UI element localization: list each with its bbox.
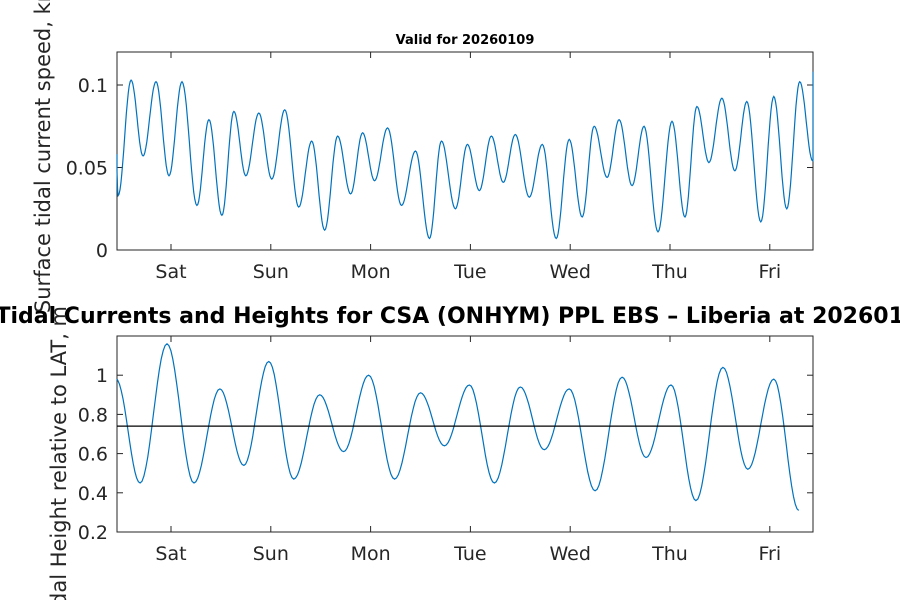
x-tick-label: Wed xyxy=(549,543,590,565)
current-speed-y-label: Surface tidal current speed, kn xyxy=(31,0,55,313)
x-tick-label: Sun xyxy=(253,543,289,565)
current-speed-series xyxy=(116,71,814,240)
tidal-height-x-ticks: Sat Sun Mon Tue Wed Thu Fri xyxy=(155,336,781,565)
x-tick-label: Tue xyxy=(453,543,486,565)
y-tick-label: 0.8 xyxy=(78,404,108,426)
tidal-height-series xyxy=(116,342,800,511)
y-tick-label: 0.4 xyxy=(78,483,108,505)
y-tick-label: 0.6 xyxy=(78,444,108,466)
y-tick-label: 0.2 xyxy=(78,522,108,544)
tidal-height-y-label: Tidal Height relative to LAT, m xyxy=(47,306,71,600)
tidal-height-panel: Tidal Currents and Heights for CSA (ONHY… xyxy=(0,304,900,600)
x-tick-label: Fri xyxy=(758,261,781,283)
x-tick-label: Thu xyxy=(651,543,688,565)
tidal-height-y-ticks: 0.2 0.4 0.6 0.8 1 xyxy=(78,365,813,544)
current-speed-x-ticks: Sat Sun Mon Tue Wed Thu Fri xyxy=(155,52,781,283)
x-tick-label: Sat xyxy=(155,261,186,283)
x-tick-label: Mon xyxy=(351,543,391,565)
x-tick-label: Tue xyxy=(453,261,486,283)
tidal-height-axes xyxy=(116,335,814,533)
x-tick-label: Thu xyxy=(651,261,688,283)
current-speed-panel: Valid for 20260109 0 0.05 0.1 Sat Sun Mon Tue… xyxy=(31,0,814,313)
x-tick-label: Sat xyxy=(155,543,186,565)
x-tick-label: Fri xyxy=(758,543,781,565)
y-tick-label: 0.05 xyxy=(66,158,108,180)
y-tick-label: 0 xyxy=(96,240,108,262)
tidal-height-title: Tidal Currents and Heights for CSA (ONHY… xyxy=(0,304,900,329)
series-line xyxy=(116,71,814,240)
x-tick-label: Mon xyxy=(351,261,391,283)
current-speed-title: Valid for 20260109 xyxy=(396,33,535,48)
y-tick-label: 0.1 xyxy=(78,75,108,97)
series-line xyxy=(116,342,800,511)
current-speed-y-ticks: 0 0.05 0.1 xyxy=(66,75,813,262)
y-tick-label: 1 xyxy=(96,365,108,387)
x-tick-label: Wed xyxy=(549,261,590,283)
x-tick-label: Sun xyxy=(253,261,289,283)
